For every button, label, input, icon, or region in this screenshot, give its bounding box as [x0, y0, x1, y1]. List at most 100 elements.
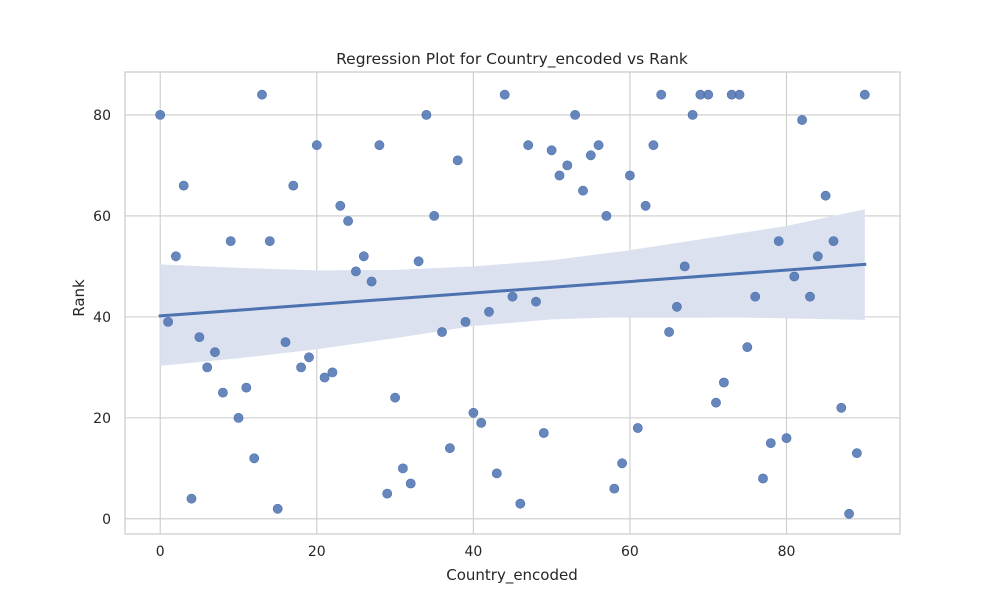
data-point [679, 261, 690, 272]
data-point [374, 140, 385, 151]
data-point [836, 402, 847, 413]
data-point [257, 89, 267, 100]
data-point [241, 382, 252, 393]
data-point [264, 236, 275, 246]
data-point [280, 337, 291, 347]
data-point [468, 407, 479, 418]
data-point [523, 140, 534, 151]
x-axis-title: Country_encoded [446, 566, 578, 585]
data-point [405, 478, 416, 489]
data-point [765, 438, 776, 448]
data-point [249, 453, 260, 464]
data-point [327, 367, 338, 378]
data-point [335, 200, 346, 211]
y-tick-label: 80 [93, 108, 111, 124]
data-point [789, 271, 800, 282]
y-tick-labels: 0 20 40 60 80 [93, 108, 111, 528]
data-point [859, 89, 870, 100]
data-point [476, 417, 487, 428]
data-point [812, 251, 823, 262]
data-point [609, 483, 620, 494]
data-point [758, 473, 768, 484]
data-point [421, 110, 432, 120]
data-point [719, 377, 729, 388]
data-point [562, 160, 573, 171]
data-point [578, 185, 588, 196]
data-point [632, 423, 643, 433]
data-point [358, 251, 369, 262]
data-point [225, 236, 236, 246]
data-point [304, 352, 314, 363]
data-point [601, 210, 612, 221]
data-point [319, 372, 330, 383]
data-point [672, 301, 682, 312]
data-point [554, 170, 565, 181]
data-point [585, 150, 596, 161]
data-point [538, 428, 549, 438]
regression-line [158, 262, 867, 318]
y-tick-label: 0 [102, 512, 111, 528]
data-point [711, 397, 721, 408]
x-tick-labels: 0 20 40 60 80 [156, 544, 796, 560]
data-point [750, 291, 761, 302]
data-point [452, 155, 463, 166]
data-point [202, 362, 213, 373]
data-point [390, 392, 400, 403]
data-point [507, 291, 518, 302]
plot-frame [124, 71, 901, 535]
data-point [640, 200, 651, 211]
x-tick-label: 40 [464, 544, 482, 560]
data-point [531, 296, 541, 307]
data-point [797, 115, 807, 125]
data-point [155, 110, 166, 120]
data-point [366, 276, 377, 287]
data-point [437, 327, 447, 337]
data-point [217, 387, 228, 398]
y-tick-label: 20 [93, 411, 111, 427]
data-point [617, 458, 627, 469]
data-point [820, 190, 831, 201]
data-point [484, 306, 494, 317]
data-point [429, 210, 440, 221]
data-point [844, 508, 854, 519]
data-point [460, 316, 471, 327]
regression-line-layer [158, 262, 867, 318]
data-point [499, 89, 510, 100]
data-point [734, 89, 745, 100]
data-point [170, 251, 181, 262]
data-point [546, 145, 557, 156]
data-point [773, 236, 784, 246]
data-point [296, 362, 306, 373]
data-point [444, 443, 455, 454]
x-tick-label: 0 [156, 544, 165, 560]
data-point [311, 140, 322, 151]
data-point [272, 503, 283, 514]
confidence-band [160, 209, 865, 366]
data-point [178, 180, 189, 191]
data-point [194, 332, 205, 342]
data-points [155, 89, 870, 519]
data-point [828, 236, 839, 246]
data-point [163, 316, 173, 327]
data-point [343, 216, 353, 226]
data-point [288, 180, 299, 191]
data-point [350, 266, 361, 277]
data-point [781, 433, 792, 443]
confidence-band-layer [160, 209, 865, 366]
data-point [703, 89, 714, 100]
x-tick-label: 20 [308, 544, 326, 560]
data-point [413, 256, 424, 267]
data-point [397, 463, 408, 474]
data-point [570, 110, 580, 120]
data-point [210, 347, 220, 358]
data-point [625, 170, 635, 181]
data-point [664, 327, 674, 337]
data-point [687, 110, 698, 120]
data-point [382, 488, 393, 499]
data-point [852, 448, 862, 459]
data-point [648, 140, 659, 151]
data-point [515, 498, 526, 509]
data-point [233, 412, 244, 423]
